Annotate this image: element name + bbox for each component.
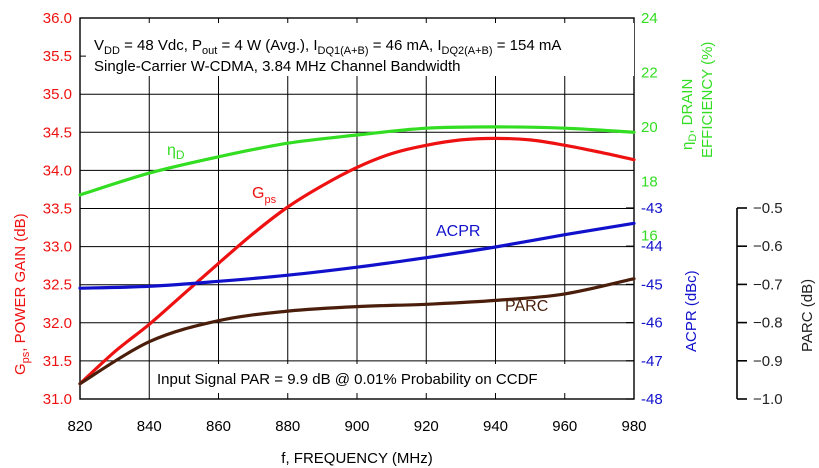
gain-tick-label: 32.0 [43,315,72,332]
x-tick-label: 860 [206,418,231,435]
efficiency-line [78,125,636,197]
x-axis-title: f, FREQUENCY (MHz) [281,450,432,467]
input-signal-note: Input Signal PAR = 9.9 dB @ 0.01% Probab… [157,371,538,388]
gain-axis-title: Gps, POWER GAIN (dB) [12,213,32,375]
efficiency-tick-label: 24 [641,10,658,27]
input-signal-box [150,364,626,393]
parc-tick-label: −0.9 [753,353,783,370]
gain-tick-label: 36.0 [43,10,72,27]
x-tick-label: 960 [552,418,577,435]
gain-tick-label: 32.5 [43,277,72,294]
parc-series-label: PARC [505,298,548,315]
efficiency-axis-title-line1: ηD, DRAIN [679,79,699,150]
x-tick-label: 920 [414,418,439,435]
efficiency-tick-label: 18 [641,173,658,190]
parc-line [78,277,636,386]
efficiency-tick-label: 16 [641,228,658,245]
conditions-line2: Single-Carrier W-CDMA, 3.84 MHz Channel … [94,58,461,75]
acpr-line [78,221,636,290]
acpr-tick-label: -44 [641,238,663,255]
x-tick-label: 980 [621,418,646,435]
gps-series-label: Gps [252,185,277,206]
acpr-tick-label: -45 [641,276,663,293]
parc-tick-label: −1.0 [753,391,783,408]
acpr-tick-label: -46 [641,315,663,332]
gain-tick-label: 31.5 [43,353,72,370]
parc-tick-label: −0.5 [753,200,783,217]
gain-line [78,136,636,386]
x-tick-label: 880 [275,418,300,435]
gain-tick-label: 33.5 [43,201,72,218]
x-tick-label: 840 [137,418,162,435]
series-lines [78,125,636,386]
parc-tick-label: −0.8 [753,315,783,332]
efficiency-axis-title-line2: EFFICIENCY (%) [699,42,716,158]
gain-tick-label: 35.5 [43,48,72,65]
x-tick-label: 940 [483,418,508,435]
eta-d-series-label: ηD [167,142,185,162]
gain-tick-label: 35.0 [43,86,72,103]
efficiency-tick-label: 20 [641,119,658,136]
parc-tick-label: −0.6 [753,238,783,255]
acpr-tick-label: -48 [641,391,663,408]
acpr-tick-label: -43 [641,200,663,217]
acpr-axis-title: ACPR (dBc) [683,270,700,352]
conditions-line1: VDD = 48 Vdc, Pout = 4 W (Avg.), IDQ1(A+… [94,37,561,57]
acpr-tick-label: -47 [641,353,663,370]
parc-axis-title: PARC (dB) [799,279,816,352]
gain-tick-label: 31.0 [43,391,72,408]
x-tick-label: 820 [67,418,92,435]
x-tick-label: 900 [344,418,369,435]
parc-tick-label: −0.7 [753,276,783,293]
gain-tick-label: 34.0 [43,162,72,179]
tick-labels: 820 840 860 880 900 920 940 960 980 31.0 31.5 32.0 3… [43,10,783,435]
acpr-series-label: ACPR [436,223,480,240]
efficiency-tick-label: 22 [641,64,658,81]
conditions-box [86,23,634,76]
gain-tick-label: 34.5 [43,124,72,141]
gain-tick-label: 33.0 [43,239,72,256]
